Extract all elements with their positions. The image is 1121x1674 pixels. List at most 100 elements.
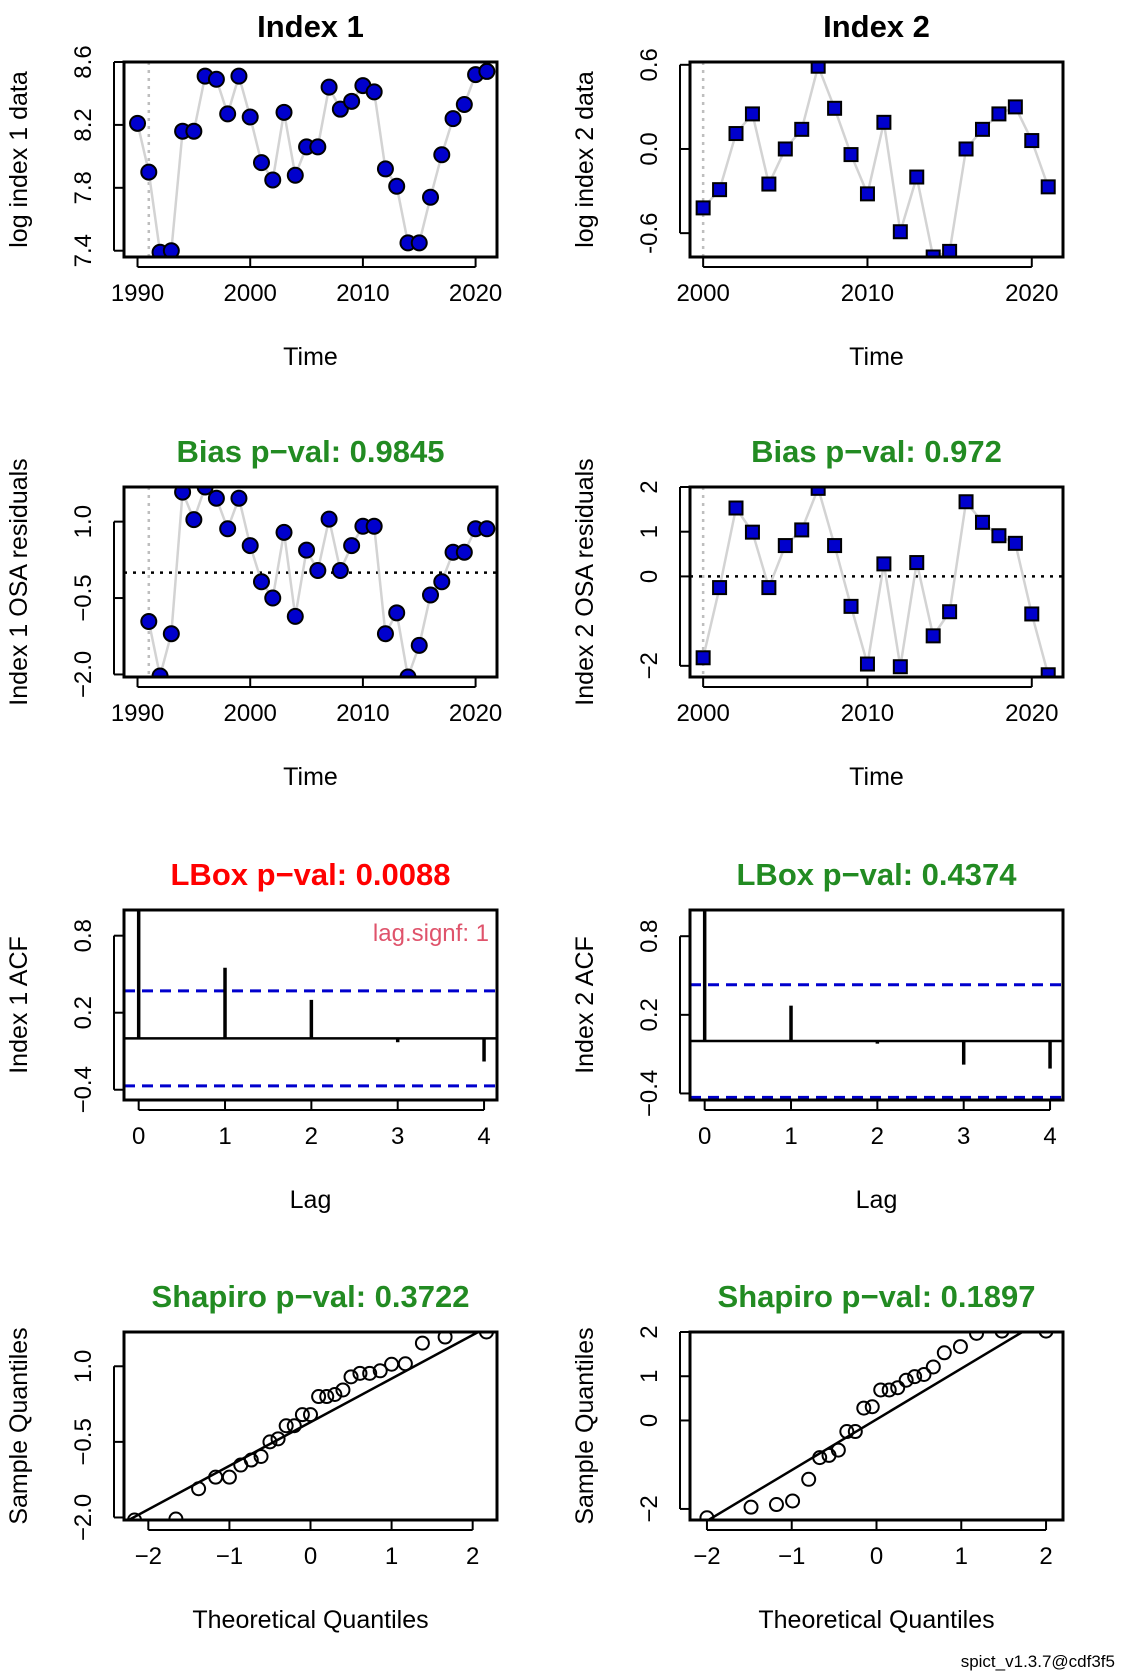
data-point — [433, 146, 451, 164]
y-tick-label: −0.4 — [70, 1066, 97, 1113]
panel-title: Bias p−val: 0.9845 — [177, 434, 445, 469]
data-point — [207, 70, 225, 88]
data-point — [275, 103, 293, 121]
x-tick-label: −2 — [135, 1543, 162, 1570]
data-point — [399, 668, 417, 677]
data-point — [343, 537, 361, 555]
x-tick-label: 2010 — [336, 280, 389, 307]
x-tick-label: 2000 — [676, 700, 729, 727]
x-axis-title: Time — [283, 343, 338, 371]
data-point — [827, 100, 843, 116]
data-point — [1007, 535, 1023, 551]
y-axis-title: Index 2 ACF — [571, 936, 599, 1074]
x-tick-label: 0 — [870, 1543, 883, 1570]
data-point — [162, 242, 180, 257]
data-point — [376, 625, 394, 643]
x-tick-label: 2 — [1039, 1543, 1052, 1570]
data-point — [343, 92, 361, 110]
panel-title: LBox p−val: 0.4374 — [737, 857, 1018, 892]
x-tick-label: −2 — [693, 1543, 720, 1570]
data-point — [433, 573, 451, 591]
data-point — [942, 243, 958, 257]
data-point — [1024, 133, 1040, 149]
x-tick-label: 2020 — [1005, 700, 1058, 727]
data-point — [410, 636, 428, 654]
data-point — [744, 106, 760, 122]
data-point — [376, 160, 394, 178]
y-tick-label: 2 — [636, 480, 663, 493]
panel-p8: Shapiro p−val: 0.1897 −2 −1 0 1 2 −2 0 1 2 Theoret… — [571, 1279, 1065, 1634]
data-point — [230, 67, 248, 85]
data-point — [320, 78, 338, 96]
data-point — [478, 520, 496, 538]
y-tick-label: 0.2 — [636, 998, 663, 1031]
qq-point — [294, 1407, 310, 1423]
data-point — [264, 171, 282, 189]
x-tick-label: 1 — [784, 1123, 797, 1150]
data-point — [174, 487, 192, 501]
y-tick-label: 0.8 — [636, 920, 663, 953]
y-tick-label: 0.2 — [70, 996, 97, 1029]
data-point — [843, 598, 859, 614]
data-point — [410, 234, 428, 252]
x-tick-label: 1990 — [111, 280, 164, 307]
x-tick-label: 2000 — [224, 700, 277, 727]
qq-point — [830, 1442, 846, 1458]
x-tick-label: −1 — [778, 1543, 805, 1570]
data-point — [794, 121, 810, 137]
qq-point — [437, 1332, 453, 1345]
data-point — [1040, 179, 1056, 195]
data-point — [185, 511, 203, 529]
panel-p2: Index 2 2000 2010 2020 -0.6 0.0 0.6 Time log ind… — [571, 9, 1065, 371]
data-point — [777, 141, 793, 157]
qq-point — [994, 1332, 1010, 1339]
qq-point — [873, 1382, 889, 1398]
x-tick-label: 1990 — [111, 700, 164, 727]
data-point — [478, 62, 496, 80]
qq-point — [414, 1335, 430, 1351]
panel-title: Bias p−val: 0.972 — [751, 434, 1002, 469]
series-line — [701, 487, 1050, 676]
qq-point — [801, 1471, 817, 1487]
data-point — [876, 114, 892, 130]
data-layer — [695, 62, 1056, 257]
qq-point — [362, 1365, 378, 1381]
panel-title: Index 2 — [823, 9, 930, 44]
data-point — [1040, 667, 1056, 677]
lag-signif-note: lag.signf: 1 — [373, 920, 489, 947]
x-tick-label: 2 — [871, 1123, 884, 1150]
data-point — [810, 62, 826, 74]
y-tick-label: 8.2 — [70, 108, 97, 141]
x-tick-label: 2000 — [676, 280, 729, 307]
data-point — [958, 141, 974, 157]
x-axis-title: Time — [283, 763, 338, 791]
y-axis-title: Index 1 ACF — [5, 936, 33, 1074]
data-point — [422, 188, 440, 206]
qq-point — [319, 1389, 335, 1405]
y-axis-title: Sample Quantiles — [5, 1327, 33, 1524]
data-point — [794, 522, 810, 538]
qq-point — [925, 1359, 941, 1375]
qq-point — [699, 1510, 715, 1520]
x-tick-label: 1 — [385, 1543, 398, 1570]
qq-point — [898, 1372, 914, 1388]
qq-point — [270, 1431, 286, 1447]
y-tick-label: 0 — [636, 570, 663, 583]
data-point — [925, 249, 941, 257]
y-tick-label: 0.0 — [636, 132, 663, 165]
data-point — [991, 528, 1007, 544]
x-tick-label: 2 — [466, 1543, 479, 1570]
qq-point — [890, 1380, 906, 1396]
data-point — [298, 541, 316, 559]
data-point — [843, 147, 859, 163]
qq-point — [847, 1424, 863, 1440]
data-point — [728, 500, 744, 516]
data-point — [455, 95, 473, 113]
x-tick-label: 2010 — [841, 280, 894, 307]
data-point — [252, 573, 270, 591]
data-point — [320, 510, 338, 528]
panel-p4: Bias p−val: 0.972 2000 2010 2020 −2 0 1 2 Time In… — [571, 434, 1065, 791]
qq-point — [768, 1497, 784, 1513]
y-tick-label: 7.4 — [70, 234, 97, 267]
